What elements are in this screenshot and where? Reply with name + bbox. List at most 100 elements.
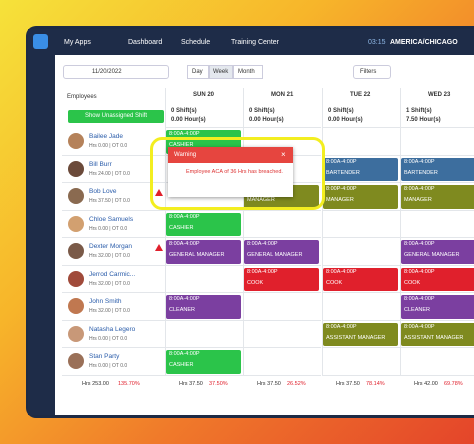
shift[interactable]: 8:00A-4:00P ASSISTANT MANAGER <box>401 322 474 346</box>
day-cell <box>322 210 400 238</box>
employee-cell <box>62 183 165 211</box>
day-shifts: 0 Shift(s) <box>249 108 275 114</box>
day-name: TUE 22 <box>350 92 371 98</box>
shift-role: CASHIER <box>169 142 194 148</box>
day-cell <box>400 348 474 376</box>
day-cell <box>165 265 243 293</box>
employee-cell <box>62 211 165 238</box>
top-nav: My Apps Dashboard Schedule Training Cent… <box>28 29 474 55</box>
nav-schedule[interactable]: Schedule <box>181 39 211 46</box>
shift[interactable]: 8:00A-4:00P BARTENDER <box>401 157 474 181</box>
shift[interactable]: 8:00A-4:00P COOK <box>244 267 319 291</box>
day-cell <box>322 265 400 293</box>
employee-cell <box>62 348 165 376</box>
employees-header: Employees <box>67 94 97 100</box>
shift-role: BARTENDER <box>326 169 360 176</box>
day-cell <box>400 238 474 266</box>
shift-time: 8:00A-4:00P <box>404 158 435 165</box>
view-week[interactable]: Week <box>209 65 233 79</box>
shift[interactable]: 8:00A-4:00P COOK <box>323 267 398 291</box>
shift-time: 8:00A-4:00P <box>404 268 435 275</box>
employee-cell <box>62 128 165 156</box>
day-cell <box>322 348 400 376</box>
shift-role: MANAGER <box>404 197 432 203</box>
employee-name: Stan Party <box>89 353 120 360</box>
footer-pct: 78.14% <box>366 380 385 387</box>
warning-message: Employee ACA of 36 Hrs has breached. <box>186 169 283 175</box>
shift[interactable]: 8:00A-4:00P GENERAL MANAGER <box>244 240 319 264</box>
day-header <box>165 88 243 128</box>
shift-time: 8:00A-4:00P <box>404 241 435 247</box>
date-picker[interactable]: 11/20/2022 <box>63 65 169 79</box>
shift-role: BARTENDER <box>404 169 438 176</box>
shift-time: 8:00P-4:00P <box>326 186 357 192</box>
day-name: MON 21 <box>271 92 294 98</box>
avatar <box>68 270 84 287</box>
shift[interactable]: 8:00A-4:00P CLEANER <box>401 295 474 319</box>
employee-name: Bill Burr <box>89 160 112 168</box>
shift[interactable]: 8:00A-4:00P CLEANER <box>166 295 241 319</box>
employee-name: Natasha Legero <box>89 325 136 333</box>
shift[interactable]: 8:00A-4:00P BARTENDER <box>323 157 398 181</box>
sidebar <box>28 55 55 415</box>
avatar <box>68 188 84 204</box>
shift[interactable]: 8:00A-4:00P CASHIER <box>166 350 241 374</box>
avatar <box>68 353 84 369</box>
unassigned-button[interactable]: Show Unassigned Shift <box>68 110 164 123</box>
nav-training[interactable]: Training Center <box>231 39 279 46</box>
shift-role: CASHIER <box>169 362 194 368</box>
warning-title: Warning <box>168 147 293 163</box>
shift-time: 8:00A-4:00P <box>404 186 435 192</box>
employee-cell <box>62 321 165 348</box>
day-cell <box>165 210 243 238</box>
view-month[interactable]: Month <box>233 65 263 79</box>
filters[interactable]: Filters <box>353 65 391 79</box>
shift[interactable]: 8:00A-4:00P MANAGER <box>401 185 474 209</box>
footer-hrs: Hrs 253.00 <box>82 380 109 387</box>
highlight <box>150 137 325 210</box>
close-button[interactable]: × <box>281 150 286 159</box>
avatar <box>68 243 84 259</box>
day-shifts: 1 Shift(s) <box>406 108 432 114</box>
day-cell <box>322 293 400 321</box>
shift[interactable]: 8:00A-4:00P COOK <box>401 267 474 291</box>
footer-hrs: Hrs 37.50 <box>257 380 281 387</box>
view-day[interactable]: Day <box>187 65 209 79</box>
day-cell <box>243 210 321 238</box>
day-name: SUN 20 <box>193 92 215 98</box>
shift[interactable]: 8:00A-4:00P ASSISTANT MANAGER <box>323 322 398 346</box>
avatar <box>68 133 84 149</box>
shift-time: 8:00A-4:00P <box>169 213 200 220</box>
shift[interactable]: 8:00A-4:00P GENERAL MANAGER <box>401 240 474 264</box>
day-cell <box>165 238 243 266</box>
shift-role: ASSISTANT MANAGER <box>404 334 464 341</box>
day-cell <box>243 265 321 293</box>
employee-stats: Hrs 0.00 | OT 0.0 <box>89 335 128 342</box>
shift-role: GENERAL MANAGER <box>404 252 460 258</box>
shift[interactable]: 8:00P-4:00P MANAGER <box>323 185 398 209</box>
my-apps[interactable]: My Apps <box>64 39 91 46</box>
day-cell <box>400 320 474 348</box>
warning-icon <box>155 189 163 196</box>
shift[interactable]: 8:00A-4:00P CASHIER <box>166 212 241 236</box>
day-cell <box>243 348 321 376</box>
shift-role: MANAGER <box>326 197 354 203</box>
nav-dashboard[interactable]: Dashboard <box>128 39 163 46</box>
location: AMERICA/CHICAGO <box>390 39 458 46</box>
avatar <box>68 298 84 314</box>
employee-name: Chloe Samuels <box>89 215 134 223</box>
day-hours: 7.50 Hour(s) <box>406 117 441 123</box>
shift-time: 8:00A-4:00P <box>326 158 357 165</box>
employee-name: Bob Love <box>89 188 117 195</box>
day-cell <box>165 348 243 376</box>
employee-name: Jerrod Carmic... <box>89 270 136 278</box>
employee-stats: Hrs 32.00 | OT 0.0 <box>89 308 130 314</box>
employee-stats: Hrs 0.00 | OT 0.0 <box>89 225 128 232</box>
shift-role: GENERAL MANAGER <box>247 252 303 258</box>
day-cell <box>400 210 474 238</box>
shift[interactable]: 8:00A-4:00P GENERAL MANAGER <box>166 240 241 264</box>
shift-role: CLEANER <box>169 307 195 313</box>
day-shifts: 0 Shift(s) <box>171 108 197 114</box>
employee-name: John Smith <box>89 298 122 305</box>
day-cell <box>243 238 321 266</box>
